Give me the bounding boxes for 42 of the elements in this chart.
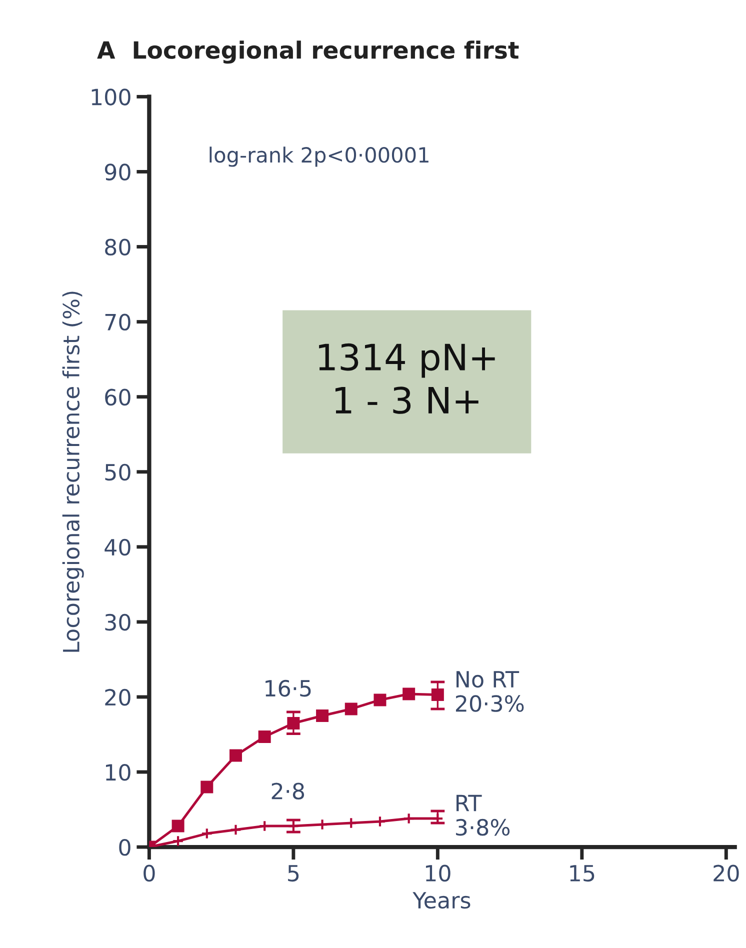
series-label: RT [456,794,482,812]
y-axis-title: Locoregional recurrence first (%) [62,292,84,652]
x-tick-label: 5 [288,865,299,882]
y-tick-label: 50 [105,464,130,481]
point [431,688,444,701]
y-tick-label: 0 [119,838,130,856]
point [200,780,214,794]
y-tick-label: 10 [106,764,130,781]
point [316,709,329,722]
y-tick-label: 100 [92,88,130,106]
point [230,824,242,836]
point [172,835,184,847]
point [344,702,358,716]
y-tick-label: 80 [105,238,130,256]
point [172,820,184,832]
point [200,828,213,840]
point [229,749,242,762]
data-label: 20·3% [456,695,524,712]
y-tick-label: 60 [105,388,130,406]
y-tick-label: 70 [105,314,130,331]
point [258,820,270,832]
annotation: 2·8 [272,782,304,800]
point [402,812,415,824]
x-axis-title: Years [412,892,470,909]
data-label: 16·5 [266,680,311,697]
x-tick-label: 20 [714,864,739,882]
annotation: 1314 pN+ 1 - 3 N+ [319,343,495,414]
point [374,694,386,706]
y-tick-label: 90 [104,164,130,180]
y-tick-label: 40 [104,538,130,556]
y-tick-label: 30 [105,614,130,631]
point [402,688,416,700]
point [258,730,271,743]
annotation: log-rank 2p<0·00001 [210,146,428,167]
chart-title: A Locoregional recurrence first [97,40,519,64]
series-label: No RT [456,671,520,688]
x-tick-label: 0 [144,864,155,882]
y-tick-label: 20 [105,688,130,706]
x-tick-label: 10 [426,864,450,882]
x-tick-label: 15 [570,865,594,882]
point [287,716,300,730]
annotation: 3·8% [456,818,510,836]
